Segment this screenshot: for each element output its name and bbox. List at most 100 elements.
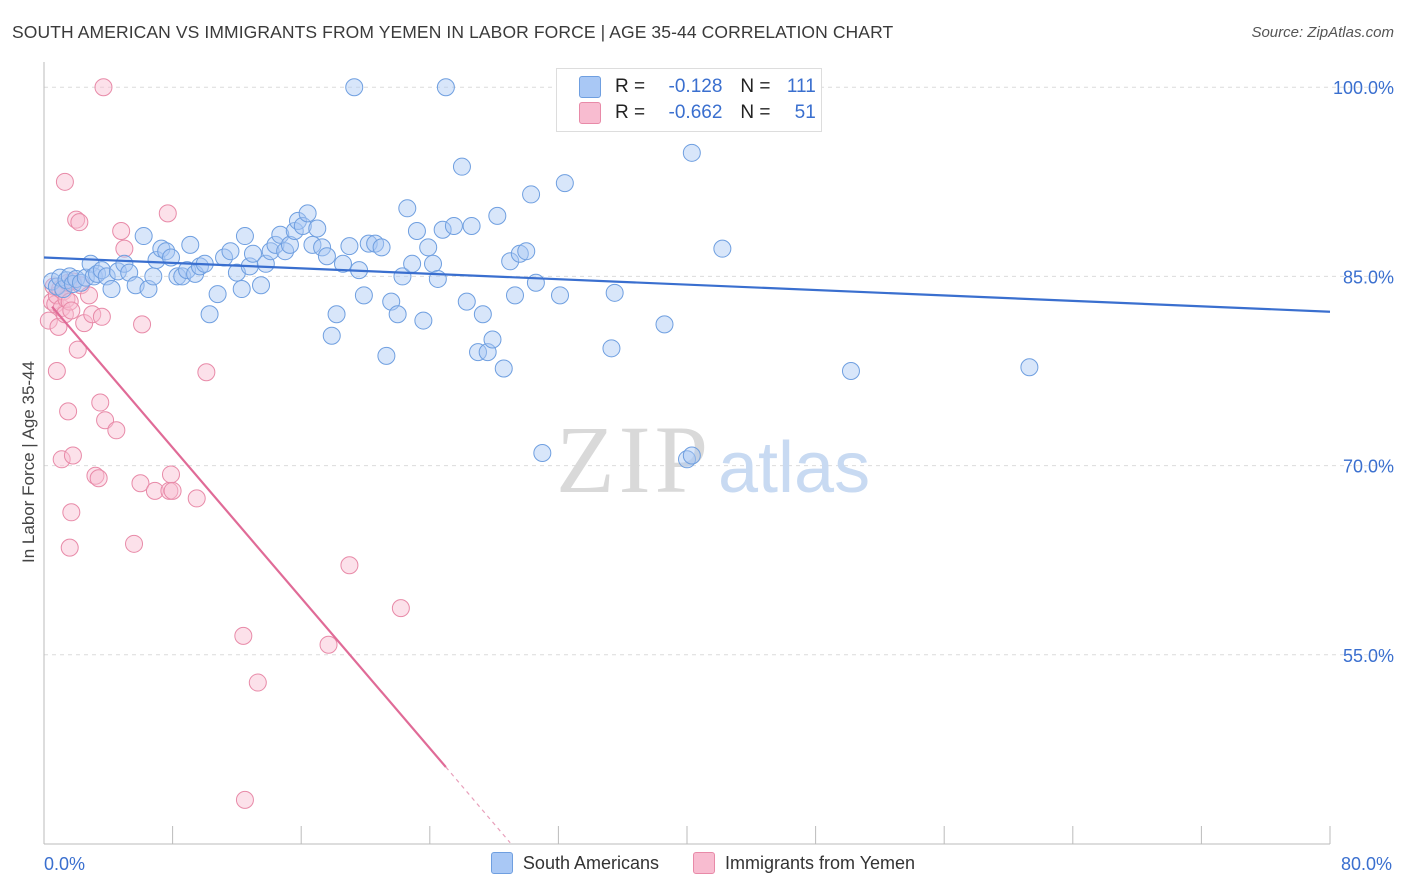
x-tick-label: 80.0% [1341,854,1392,874]
south-american-point [115,254,134,273]
yemen-point [86,466,105,485]
south-american-point [322,326,341,345]
south-american-point [235,227,254,246]
south-american-point [483,330,502,349]
legend-r-label: R = [615,76,646,97]
yemen-point [47,362,66,381]
south-american-point [317,247,336,266]
yemen-point [187,489,206,508]
south-american-point [473,305,492,324]
south-american-point [551,286,570,305]
south-american-point [424,254,443,273]
watermark-zip: ZIP [556,406,712,513]
y-tick-label: 85.0% [1343,267,1394,287]
south-american-point [517,242,536,261]
yemen-point [161,465,180,484]
south-american-point [276,242,295,261]
south-american-point [280,235,299,254]
y-tick-label: 55.0% [1343,646,1394,666]
series-swatch-pink [693,852,715,874]
source-label: Source: ZipAtlas.com [1251,24,1394,41]
series-label: South Americans [522,852,659,873]
yemen-point [52,450,71,469]
legend-n-label: N = [740,76,771,97]
south-american-point [190,257,209,276]
south-american-point [457,292,476,311]
south-american-point [501,252,520,271]
south-american-point [157,242,176,261]
south-american-point [388,305,407,324]
south-american-point [208,285,227,304]
yemen-point [234,626,253,645]
south-american-point [462,216,481,235]
series-label: Immigrants from Yemen [725,852,916,873]
south-american-point [333,254,352,273]
south-american-point [243,244,262,263]
yemen-point [96,411,115,430]
stats-legend: R = -0.128 N = 111 R = -0.662 N = 51 [556,68,822,132]
south-american-point [298,204,317,223]
south-american-point [266,235,285,254]
south-american-point [372,238,391,257]
south-american-point [92,261,111,280]
south-american-point [398,199,417,218]
south-american-point [841,362,860,381]
yemen-point [92,307,111,326]
y-tick-label: 100.0% [1333,78,1394,98]
legend-r-value: -0.662 [668,102,723,123]
south-american-point [354,286,373,305]
south-american-point [555,174,574,193]
legend-row-yemen: R = -0.662 N = 51 [579,100,816,126]
south-american-point [419,238,438,257]
x-tick-label: 0.0% [44,854,85,874]
yemen-point [60,538,79,557]
south-american-point [414,311,433,330]
yemen-point [158,204,177,223]
yemen-trend-line [51,305,447,768]
south-american-point [488,206,507,225]
yemen-point [248,673,267,692]
legend-r-value: -0.128 [668,76,723,97]
south-american-point [533,444,552,462]
yemen-point [145,481,164,500]
watermark: ZIP atlas [556,406,870,513]
south-american-point [340,237,359,256]
south-american-point [1020,358,1039,377]
south-american-point [313,238,332,257]
south-american-point [232,280,251,299]
yemen-point [235,790,254,809]
south-american-point [221,242,240,261]
south-american-point [526,273,545,292]
south-american-point [403,254,422,273]
yemen-trend-extension [445,766,511,844]
south-american-point [655,315,674,334]
south-american-point [252,276,271,295]
south-american-point [377,346,396,365]
watermark-atlas: atlas [718,428,870,508]
south-american-point [327,305,346,324]
south-american-point [444,216,463,235]
legend-n-value: 51 [794,102,816,123]
yemen-point [107,421,126,440]
grid-lines [44,86,1395,656]
yemen-point [133,315,152,334]
yemen-point [197,363,216,382]
yemen-point [59,402,78,421]
yemen-point [94,78,113,97]
series-swatch-blue [490,852,513,874]
yemen-point [63,446,82,465]
south-american-point [452,157,471,176]
yemen-point [80,286,99,305]
yemen-point [70,213,89,232]
trend-lines [43,256,1331,844]
yemen-points [39,78,410,809]
yemen-point [62,503,81,522]
yemen-point [391,599,410,618]
south-american-point [168,267,187,286]
y-axis-label: In Labor Force | Age 35-44 [19,361,38,563]
south-american-point [181,235,200,254]
legend-n-label: N = [740,102,771,123]
south-american-trend-line [43,256,1331,313]
legend-r-label: R = [615,102,646,123]
